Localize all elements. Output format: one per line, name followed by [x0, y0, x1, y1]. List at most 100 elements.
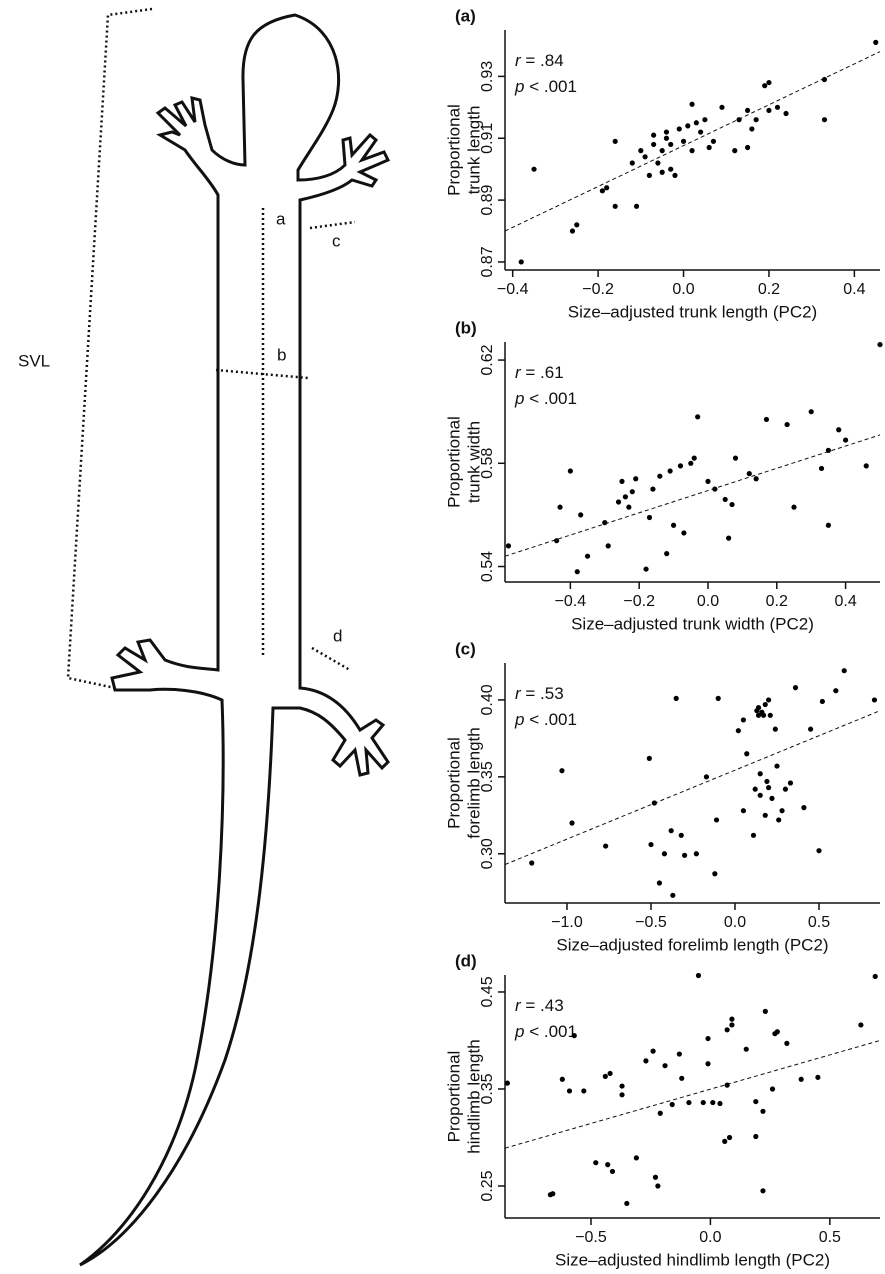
data-point — [873, 974, 878, 979]
data-point — [745, 145, 750, 150]
data-point — [506, 543, 511, 548]
data-point — [726, 536, 731, 541]
data-point — [531, 167, 536, 172]
y-tick-label: 0.45 — [479, 976, 496, 1007]
data-point — [647, 173, 652, 178]
data-point — [711, 139, 716, 144]
data-point — [633, 476, 638, 481]
annotation: p < .001 — [514, 77, 577, 96]
data-point — [519, 259, 524, 264]
data-point — [643, 566, 648, 571]
data-point — [605, 1162, 610, 1167]
data-point — [669, 828, 674, 833]
x-tick-label: 0.0 — [672, 281, 694, 298]
y-axis-label: trunk width — [464, 421, 483, 503]
data-point — [651, 142, 656, 147]
data-point — [753, 1099, 758, 1104]
x-tick-label: 0.2 — [758, 281, 780, 298]
x-tick-label: −0.2 — [623, 593, 655, 610]
y-axis-label: forelimb length — [464, 727, 483, 839]
trend-line — [505, 711, 880, 865]
data-point — [602, 520, 607, 525]
data-point — [773, 727, 778, 732]
x-tick-label: −0.4 — [497, 281, 529, 298]
data-point — [619, 1083, 624, 1088]
panel-label: (a) — [455, 6, 476, 25]
x-tick-label: 0.0 — [697, 593, 719, 610]
data-point — [788, 780, 793, 785]
data-point — [619, 1092, 624, 1097]
data-point — [877, 342, 882, 347]
data-point — [729, 1017, 734, 1022]
data-point — [648, 842, 653, 847]
y-tick-label: 0.54 — [479, 551, 496, 582]
x-tick-label: 0.5 — [808, 914, 830, 931]
data-point — [733, 456, 738, 461]
data-point — [858, 1022, 863, 1027]
data-point — [603, 1074, 608, 1079]
data-point — [783, 787, 788, 792]
data-point — [689, 102, 694, 107]
data-point — [727, 1135, 732, 1140]
data-point — [695, 414, 700, 419]
svl-bracket — [68, 9, 152, 688]
data-point — [809, 409, 814, 414]
data-point — [732, 148, 737, 153]
data-point — [704, 774, 709, 779]
data-point — [638, 148, 643, 153]
data-point — [766, 108, 771, 113]
data-point — [677, 1051, 682, 1056]
data-point — [664, 551, 669, 556]
data-point — [712, 871, 717, 876]
data-point — [714, 817, 719, 822]
data-point — [668, 468, 673, 473]
data-point — [529, 860, 534, 865]
data-point — [722, 1139, 727, 1144]
data-point — [717, 1101, 722, 1106]
data-point — [671, 523, 676, 528]
data-point — [653, 1175, 658, 1180]
data-point — [634, 204, 639, 209]
data-point — [679, 1076, 684, 1081]
annotation: r = .43 — [515, 996, 564, 1015]
data-point — [651, 133, 656, 138]
y-axis-label: Proportional — [444, 737, 463, 829]
data-point — [761, 713, 766, 718]
data-point — [822, 77, 827, 82]
data-point — [741, 717, 746, 722]
data-point — [791, 505, 796, 510]
data-point — [677, 126, 682, 131]
data-point — [657, 880, 662, 885]
data-point — [843, 437, 848, 442]
data-point — [681, 139, 686, 144]
data-point — [756, 705, 761, 710]
data-point — [816, 848, 821, 853]
data-point — [567, 1088, 572, 1093]
data-point — [662, 1063, 667, 1068]
data-point — [712, 486, 717, 491]
data-point — [670, 1102, 675, 1107]
data-point — [760, 1109, 765, 1114]
data-point — [751, 833, 756, 838]
data-point — [736, 117, 741, 122]
data-point — [779, 808, 784, 813]
x-tick-label: 0.0 — [724, 914, 746, 931]
data-point — [764, 417, 769, 422]
data-point — [725, 1027, 730, 1032]
data-point — [736, 728, 741, 733]
data-point — [744, 1047, 749, 1052]
trend-line — [505, 435, 880, 556]
data-point — [808, 727, 813, 732]
data-point — [613, 139, 618, 144]
data-point — [872, 697, 877, 702]
data-point — [585, 554, 590, 559]
y-axis-label: trunk length — [464, 106, 483, 195]
data-point — [694, 120, 699, 125]
data-point — [685, 123, 690, 128]
data-point — [864, 463, 869, 468]
data-point — [681, 530, 686, 535]
x-axis-label: Size–adjusted trunk length (PC2) — [568, 302, 817, 321]
data-point — [822, 117, 827, 122]
data-point — [801, 805, 806, 810]
annotation: r = .84 — [515, 51, 564, 70]
